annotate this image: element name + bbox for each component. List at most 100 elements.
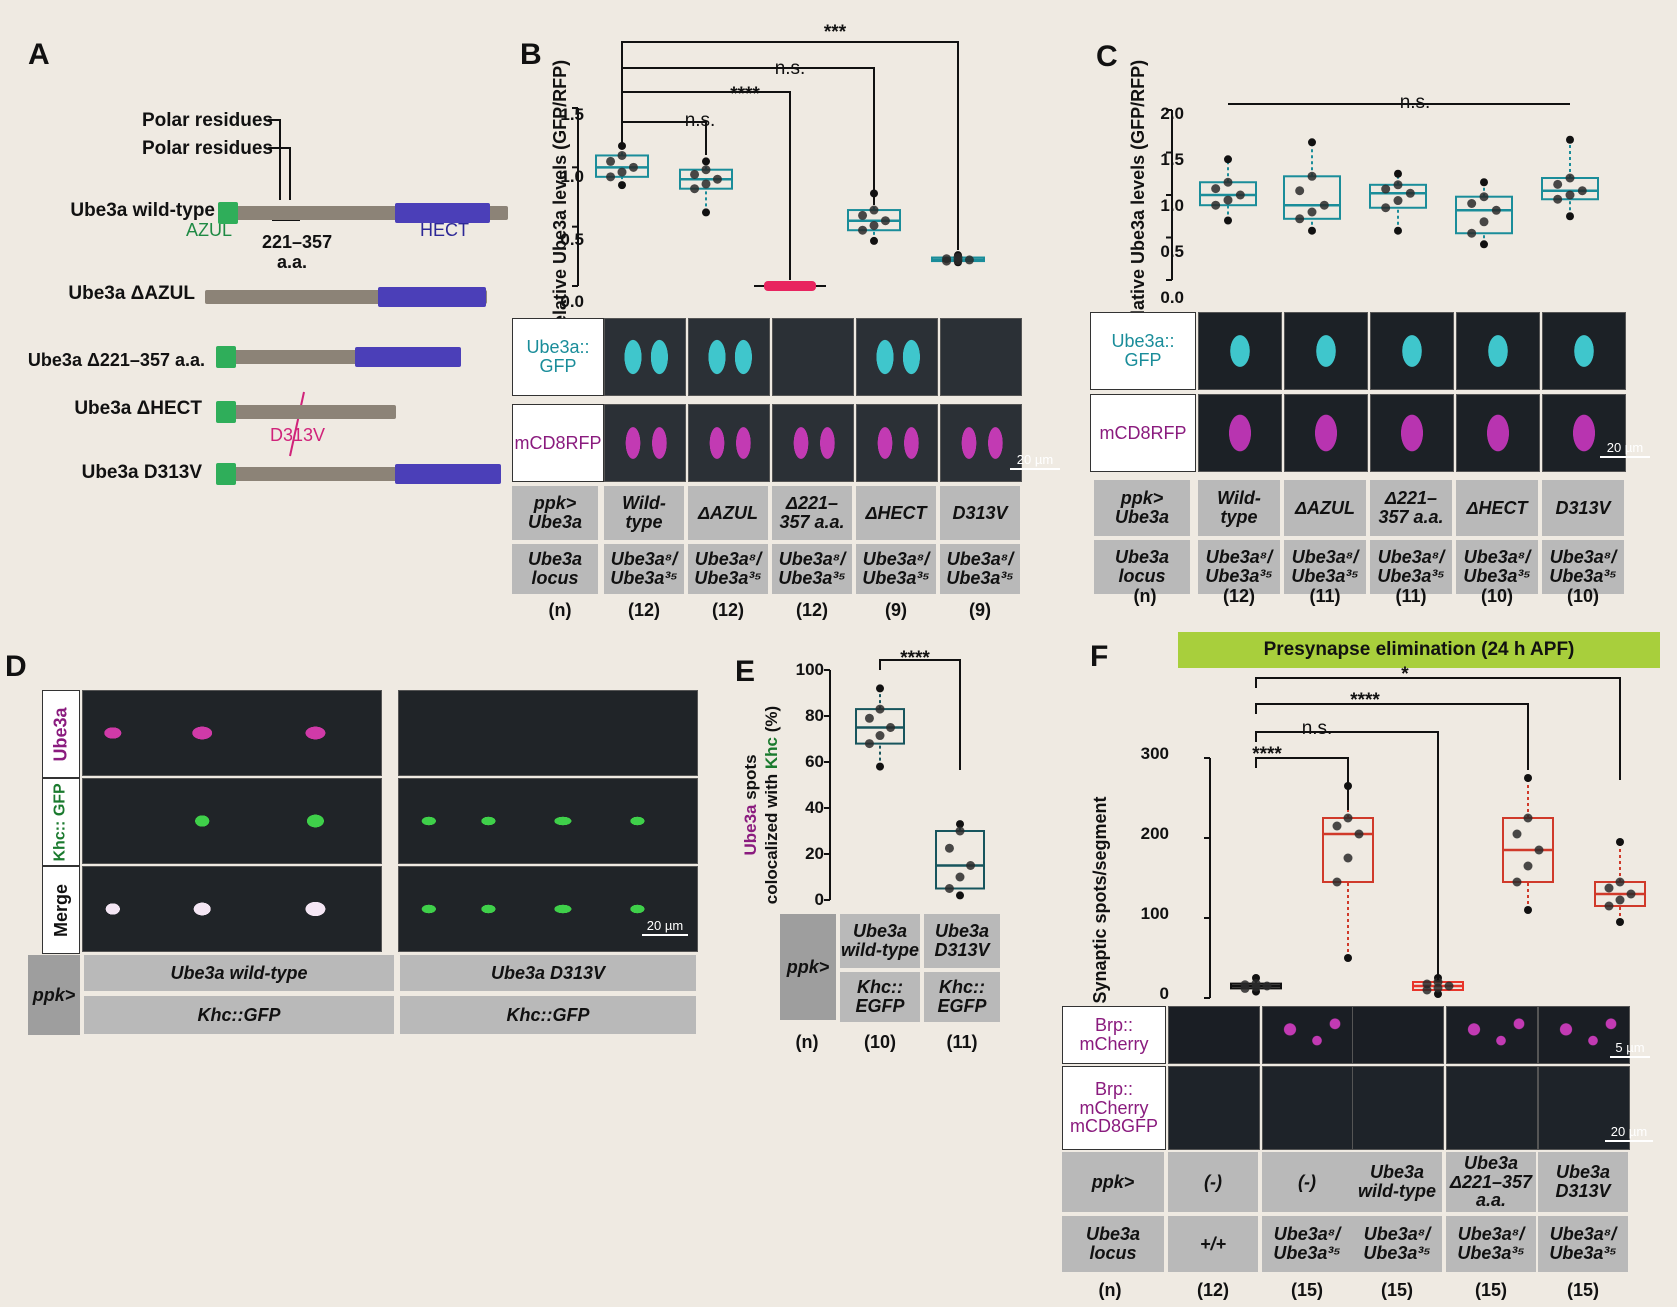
micrograph-tile	[1198, 312, 1282, 390]
row-label-gfp: Ube3a:: GFP	[1090, 312, 1196, 390]
scale-bar: 5 µm	[1610, 1040, 1650, 1058]
n-value: (9)	[969, 600, 991, 620]
micrograph-tile	[1352, 1066, 1444, 1150]
construct-label-d221: Ube3a Δ221–357 a.a.	[27, 350, 205, 370]
sig-mark: ****	[900, 648, 930, 669]
panel-a-label: A	[28, 38, 50, 71]
n-value: (12)	[795, 600, 828, 620]
micrograph-tile	[1370, 312, 1454, 390]
data-point	[869, 205, 879, 215]
panel-f-boxplot	[1204, 677, 1646, 999]
data-point	[1332, 877, 1342, 887]
data-point	[956, 820, 964, 829]
data-point	[1512, 877, 1522, 887]
micrograph-tile	[1262, 1066, 1354, 1150]
row-label-khc: Khc:: GFP	[42, 778, 80, 866]
micrograph-tile	[1168, 1006, 1260, 1064]
data-point	[1604, 883, 1614, 893]
n-label: (n)	[548, 600, 572, 620]
genotype-cell: ΔAZUL	[688, 486, 768, 540]
row-label-merge: Merge	[42, 866, 80, 954]
azul-domain	[216, 346, 236, 368]
data-point	[1565, 190, 1575, 200]
n-value: (11)	[1395, 586, 1427, 606]
locus-cell: Ube3a⁸/ Ube3a³⁵	[940, 544, 1020, 594]
condition-d313v: Ube3a D313V	[400, 955, 696, 991]
data-point	[1553, 194, 1563, 204]
data-point	[628, 162, 638, 172]
sig-mark: n.s.	[1301, 718, 1333, 739]
genotype-cell: Ube3a Δ221–357 a.a.	[1446, 1152, 1536, 1212]
data-point	[1354, 829, 1364, 839]
polar-label-1: Polar residues	[142, 110, 273, 131]
micrograph-tile	[82, 866, 382, 952]
data-point	[1405, 188, 1415, 198]
genotype-cell: (-)	[1262, 1152, 1352, 1212]
micrograph-tile	[1456, 312, 1540, 390]
sig-bracket	[621, 121, 707, 155]
hect-domain	[395, 464, 501, 484]
data-point	[1308, 226, 1316, 235]
sig-mark: *	[1401, 664, 1409, 685]
data-point	[1480, 240, 1488, 249]
row-label-rfp: mCD8RFP	[1090, 394, 1196, 472]
n-value: (10)	[1480, 586, 1513, 606]
khc-wt: Khc::GFP	[84, 996, 394, 1034]
data-point	[1393, 196, 1403, 206]
data-point	[875, 731, 885, 741]
micrograph-tile	[398, 690, 698, 776]
data-point	[858, 225, 868, 235]
micrograph-tile	[398, 866, 698, 952]
data-point	[702, 208, 710, 217]
tick: 100	[795, 660, 824, 679]
construct-label-wt: Ube3a wild-type	[70, 200, 215, 221]
micrograph-tile	[1284, 394, 1368, 472]
panel-d-label: D	[5, 650, 27, 683]
micrograph-tile	[772, 318, 854, 396]
data-point	[1467, 228, 1477, 238]
data-point	[1616, 838, 1624, 846]
data-point	[1577, 186, 1587, 196]
scale-bar: 20 µm	[642, 918, 688, 936]
data-point	[1223, 195, 1233, 205]
ppk-label: ppk>	[1062, 1152, 1164, 1212]
data-point	[618, 181, 626, 190]
locus-cell: Ube3a⁸/ Ube3a³⁵	[856, 544, 936, 594]
locus-cell: Ube3a⁸/ Ube3a³⁵	[1446, 1216, 1536, 1272]
sig-bracket	[1255, 757, 1349, 810]
panel-c-label: C	[1096, 40, 1118, 73]
data-point	[944, 843, 954, 853]
banner: Presynapse elimination (24 h APF)	[1178, 632, 1660, 668]
data-point	[1394, 169, 1402, 178]
data-point	[1422, 979, 1432, 989]
polar-label-2: Polar residues	[142, 138, 273, 159]
data-point	[1224, 216, 1232, 225]
aa-label: a.a.	[277, 252, 308, 272]
data-point	[1480, 178, 1488, 187]
micrograph-tile	[940, 404, 1022, 482]
data-point	[1524, 774, 1532, 782]
ppk-label: ppk> Ube3a	[512, 486, 598, 540]
sig-mark: n.s.	[774, 58, 806, 79]
micrograph-tile	[1446, 1066, 1538, 1150]
construct-label-dazul: Ube3a ΔAZUL	[68, 283, 195, 304]
tick: 100	[1140, 904, 1169, 923]
data-point	[1295, 214, 1305, 224]
data-point	[1211, 184, 1221, 194]
data-point	[1616, 918, 1624, 926]
n-label: (n)	[1098, 1280, 1122, 1300]
data-point	[1211, 200, 1221, 210]
box	[1455, 195, 1513, 235]
sig-mark: n.s.	[1399, 92, 1431, 113]
locus-cell: Ube3a⁸/ Ube3a³⁵	[1370, 540, 1452, 594]
data-point	[1566, 135, 1574, 144]
micrograph-tile	[1542, 394, 1626, 472]
data-point	[1565, 173, 1575, 183]
micrograph-tile	[1456, 394, 1540, 472]
data-point	[1394, 226, 1402, 235]
micrograph-tile	[856, 318, 938, 396]
condition-wt: Ube3a wild-type	[84, 955, 394, 991]
azul-label: AZUL	[186, 220, 233, 240]
data-point	[1604, 901, 1614, 911]
genotype-cell: Ube3a D313V	[1538, 1152, 1628, 1212]
